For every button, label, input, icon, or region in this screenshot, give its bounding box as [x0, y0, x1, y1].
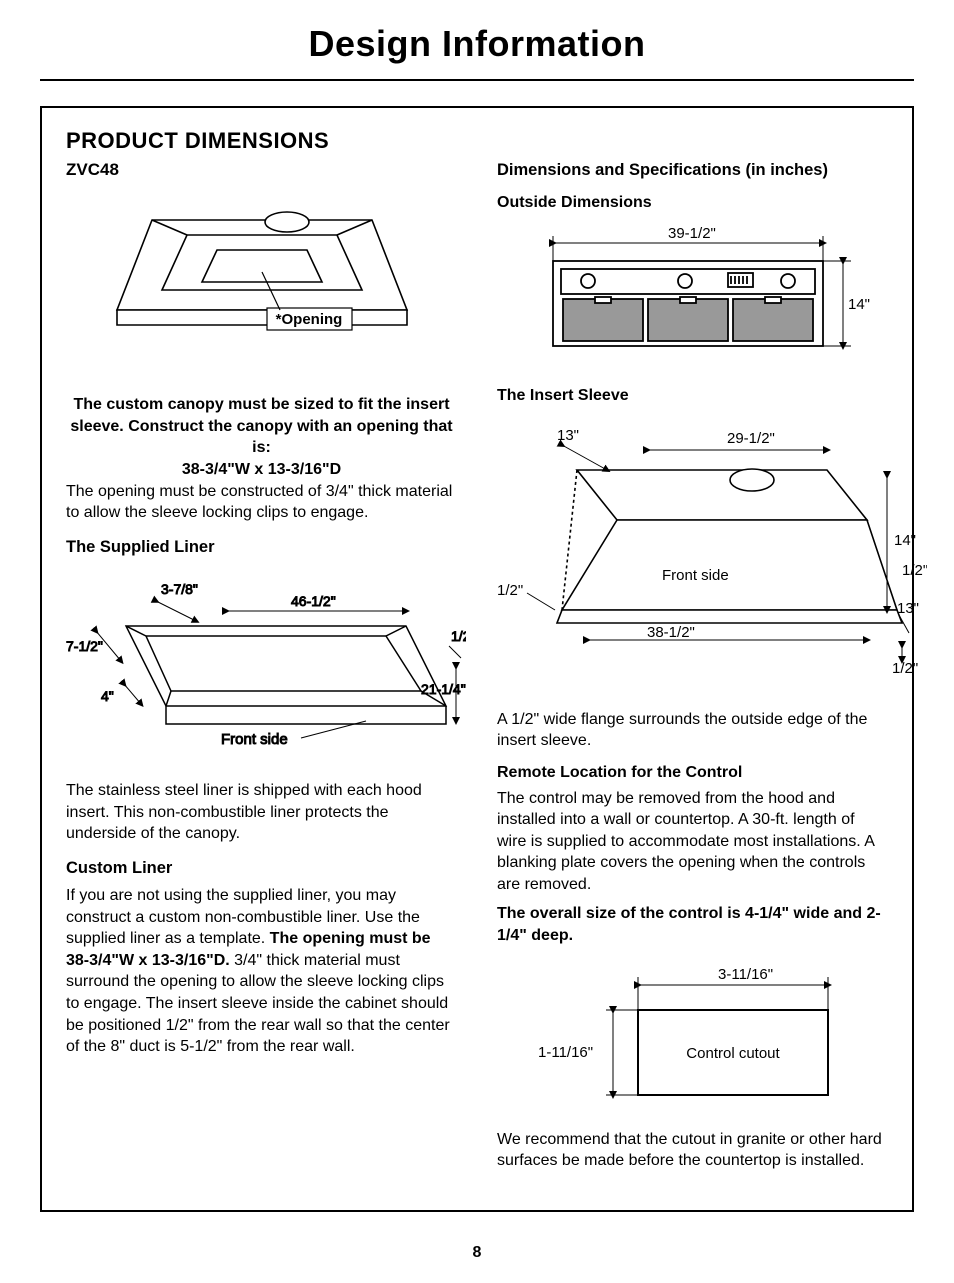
page-title: Design Information: [40, 20, 914, 81]
cutout-recommend: We recommend that the cutout in granite …: [497, 1129, 888, 1172]
canopy-instruction: The custom canopy must be sized to fit t…: [66, 394, 457, 459]
canopy-material-note: The opening must be constructed of 3/4" …: [66, 481, 457, 524]
dim-46-12: 46-1/2": [291, 593, 336, 609]
remote-title: Remote Location for the Control: [497, 762, 888, 784]
cutout-label: Control cutout: [686, 1045, 780, 1062]
dim-sleeve-14: 14": [894, 532, 916, 549]
dim-3-78: 3-7/8": [161, 581, 198, 597]
dim-sleeve-12b: 1/2": [497, 582, 523, 599]
cutout-w: 3-11/16": [718, 966, 773, 983]
remote-overall-size: The overall size of the control is 4-1/4…: [497, 903, 888, 946]
dim-sleeve-38-12: 38-1/2": [647, 624, 695, 641]
dim-14: 14": [848, 296, 870, 313]
left-column: ZVC48: [66, 159, 457, 1180]
content-box: PRODUCT DIMENSIONS ZVC48: [40, 106, 914, 1212]
right-column: Dimensions and Specifications (in inches…: [497, 159, 888, 1180]
sleeve-front-side: Front side: [662, 567, 729, 584]
dim-39-12: 39-1/2": [668, 225, 716, 242]
supplied-liner-desc: The stainless steel liner is shipped wit…: [66, 780, 457, 845]
dim-sleeve-13: 13": [557, 427, 579, 444]
flange-note: A 1/2" wide flange surrounds the outside…: [497, 709, 888, 752]
dim-sleeve-29-12: 29-1/2": [727, 430, 775, 447]
page-number: 8: [40, 1242, 914, 1264]
outside-diagram: 39-1/2" 14": [497, 221, 888, 371]
canopy-opening-size: 38-3/4"W x 13-3/16"D: [66, 459, 457, 481]
cutout-h: 1-11/16": [538, 1044, 593, 1061]
dim-21-14: 21-1/4": [421, 681, 466, 697]
dim-12: 1/2": [451, 628, 466, 644]
control-cutout-diagram: 3-11/16" 1-11/16" Control cutout: [497, 955, 888, 1115]
opening-label: *Opening: [275, 311, 342, 328]
spec-title: Dimensions and Specifications (in inches…: [497, 159, 888, 181]
dim-7-12: 7-1/2": [66, 638, 103, 654]
dim-sleeve-13b: 13": [897, 600, 919, 617]
canopy-diagram: *Opening: [66, 190, 457, 380]
outside-dims-title: Outside Dimensions: [497, 192, 888, 214]
supplied-liner-title: The Supplied Liner: [66, 536, 457, 558]
dim-4: 4": [101, 688, 114, 704]
remote-desc: The control may be removed from the hood…: [497, 788, 888, 896]
dim-sleeve-12a: 1/2": [902, 562, 927, 579]
supplied-liner-diagram: 3-7/8" 46-1/2" 7-1/2" 4" 1/2": [66, 566, 457, 766]
dim-sleeve-12c: 1/2": [892, 660, 918, 677]
model-number: ZVC48: [66, 159, 457, 182]
custom-liner-text: If you are not using the supplied liner,…: [66, 885, 457, 1058]
front-side-label: Front side: [221, 731, 288, 748]
insert-sleeve-title: The Insert Sleeve: [497, 385, 888, 407]
custom-liner-title: Custom Liner: [66, 857, 457, 879]
insert-sleeve-diagram: 13" 29-1/2" 14" 1/2" 13" 1/2": [497, 415, 888, 695]
section-title: PRODUCT DIMENSIONS: [66, 126, 888, 156]
